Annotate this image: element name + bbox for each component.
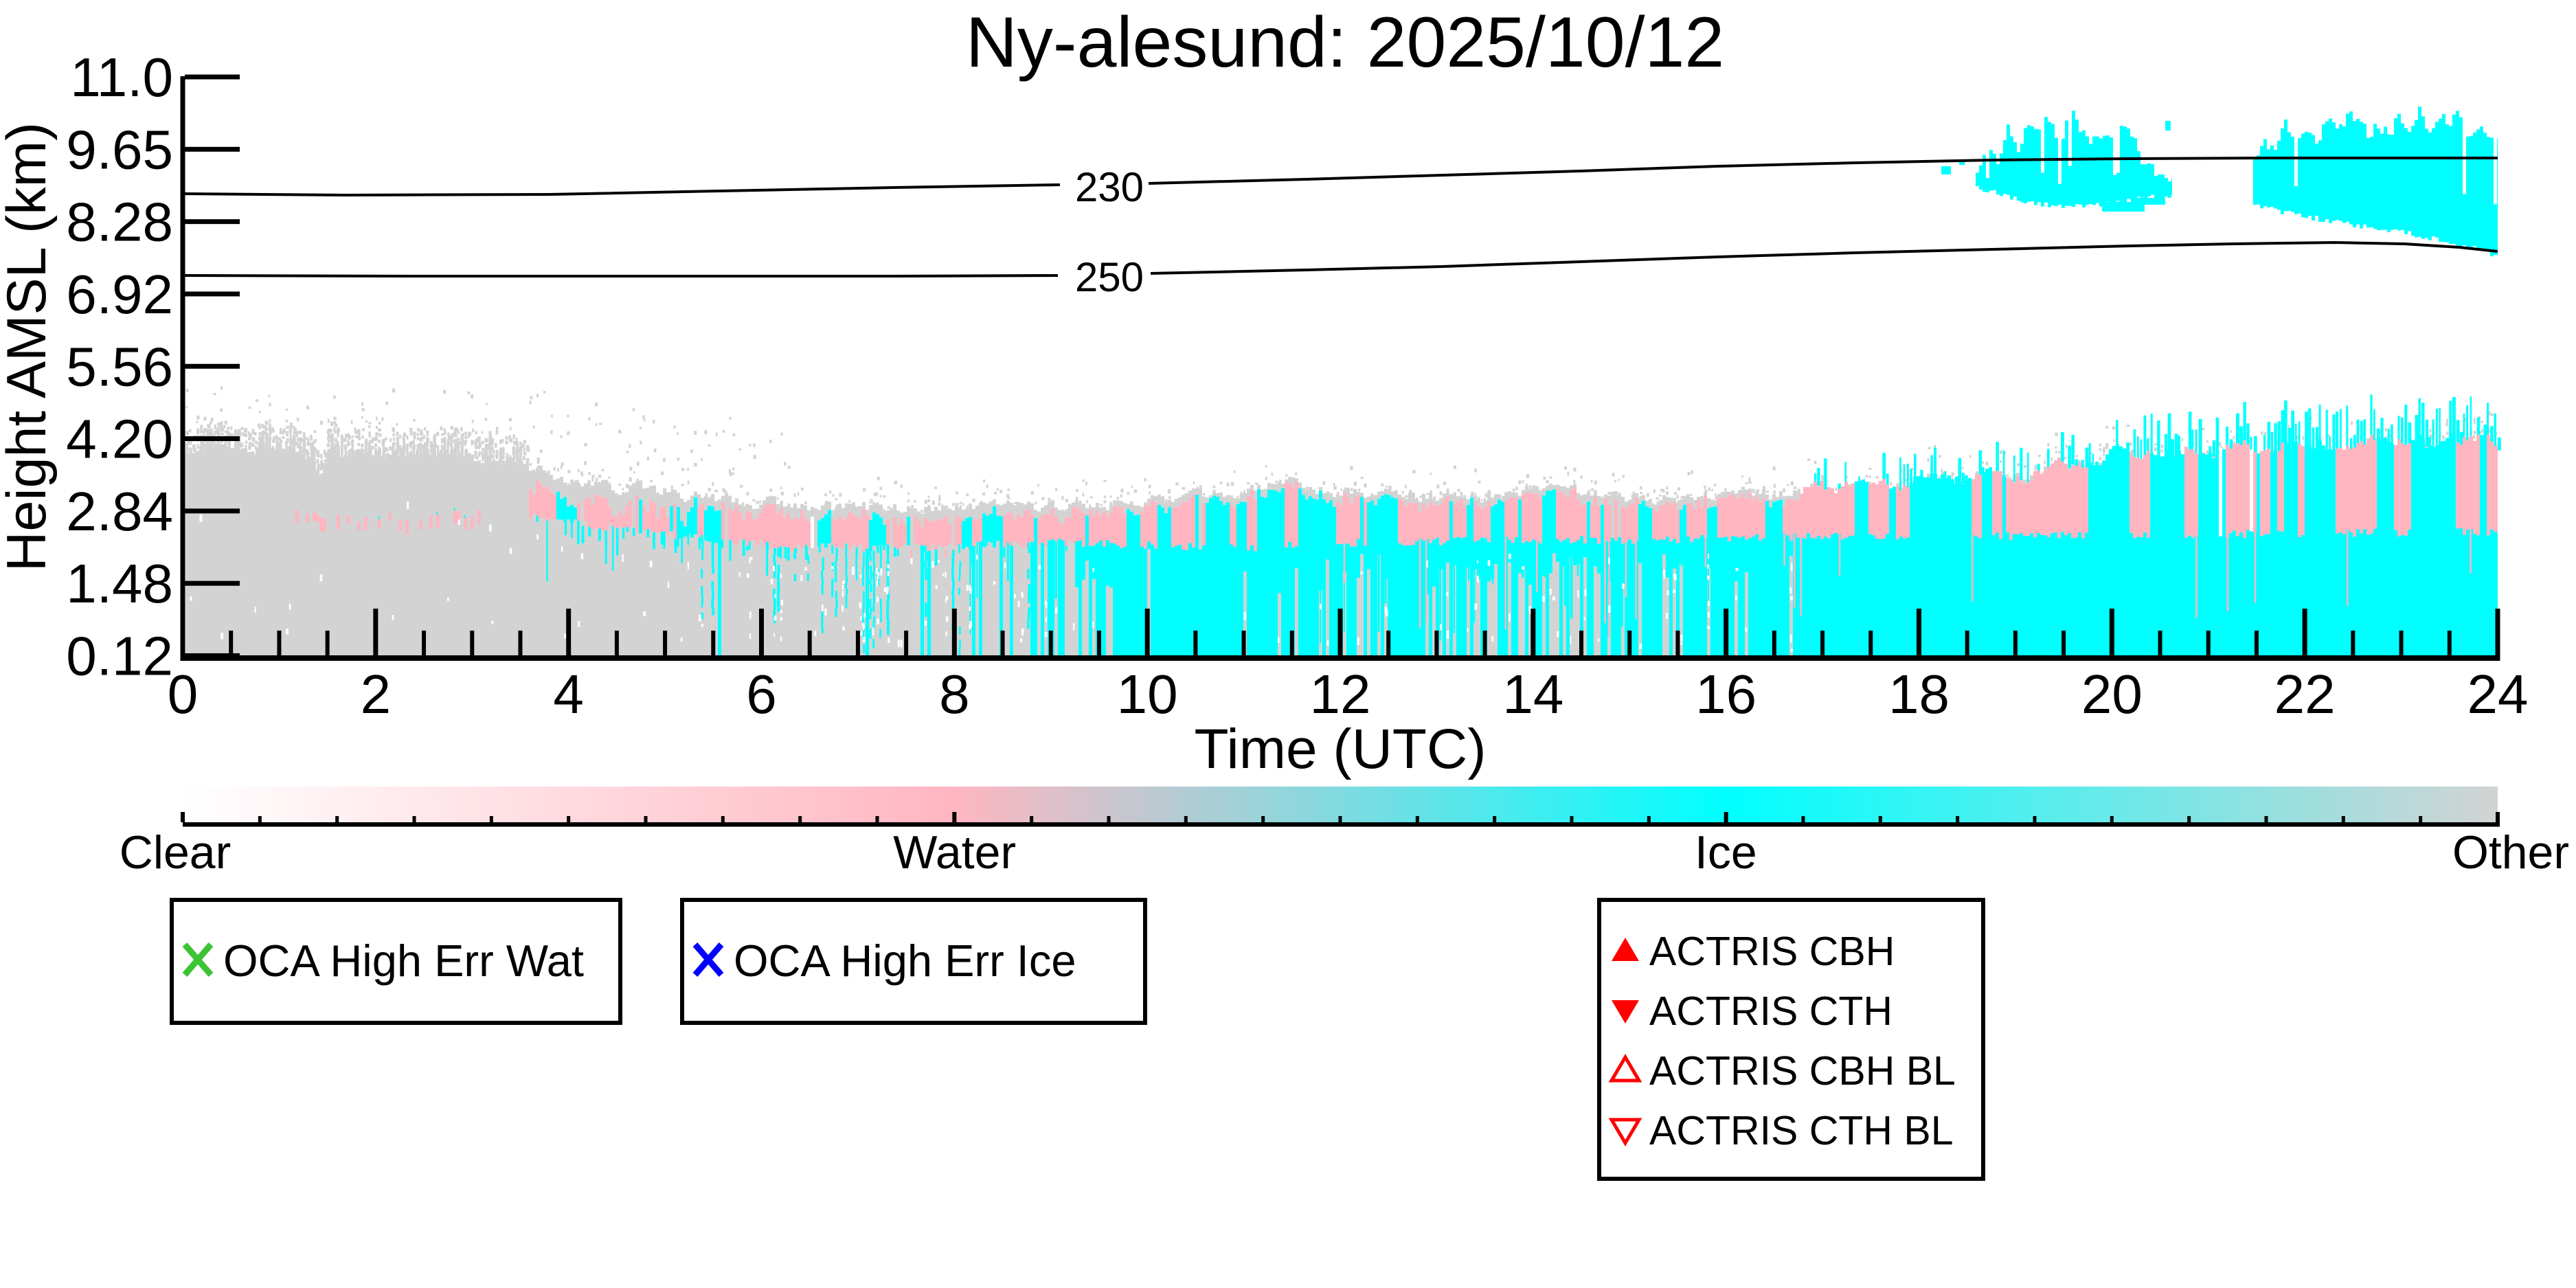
svg-text:8: 8 [939, 664, 970, 725]
svg-text:0: 0 [168, 664, 199, 725]
svg-text:Height AMSL (km): Height AMSL (km) [0, 122, 58, 572]
svg-text:6: 6 [746, 664, 777, 725]
svg-text:OCA High Err Ice: OCA High Err Ice [734, 936, 1076, 986]
svg-text:2: 2 [361, 664, 392, 725]
svg-text:5.56: 5.56 [66, 336, 173, 397]
svg-text:10: 10 [1117, 664, 1178, 725]
svg-text:250: 250 [1075, 254, 1144, 300]
svg-text:OCA High Err Wat: OCA High Err Wat [223, 936, 584, 986]
svg-text:9.65: 9.65 [66, 119, 173, 180]
svg-text:ACTRIS CBH BL: ACTRIS CBH BL [1649, 1048, 1956, 1094]
svg-text:18: 18 [1888, 664, 1950, 725]
svg-text:ACTRIS CBH: ACTRIS CBH [1649, 929, 1895, 974]
svg-text:1.48: 1.48 [66, 553, 173, 614]
svg-text:Other: Other [2452, 826, 2569, 879]
svg-text:230: 230 [1075, 164, 1144, 210]
svg-text:6.92: 6.92 [66, 264, 173, 325]
svg-text:Clear: Clear [120, 826, 231, 879]
svg-text:16: 16 [1695, 664, 1756, 725]
svg-text:20: 20 [2081, 664, 2143, 725]
svg-text:4.20: 4.20 [66, 409, 173, 470]
svg-text:14: 14 [1502, 664, 1563, 725]
svg-text:4: 4 [553, 664, 584, 725]
svg-text:12: 12 [1310, 664, 1371, 725]
svg-text:0.12: 0.12 [66, 626, 173, 687]
svg-text:Ny-alesund: 2025/10/12: Ny-alesund: 2025/10/12 [966, 3, 1724, 82]
svg-text:ACTRIS CTH BL: ACTRIS CTH BL [1649, 1108, 1954, 1153]
svg-text:Time (UTC): Time (UTC) [1194, 718, 1486, 780]
svg-text:22: 22 [2274, 664, 2336, 725]
svg-text:11.0: 11.0 [70, 47, 173, 108]
svg-text:Water: Water [893, 826, 1016, 879]
svg-text:2.84: 2.84 [66, 481, 173, 542]
svg-text:Ice: Ice [1695, 826, 1757, 879]
svg-text:ACTRIS CTH: ACTRIS CTH [1649, 988, 1893, 1034]
svg-text:24: 24 [2467, 664, 2529, 725]
svg-text:8.28: 8.28 [66, 192, 173, 253]
